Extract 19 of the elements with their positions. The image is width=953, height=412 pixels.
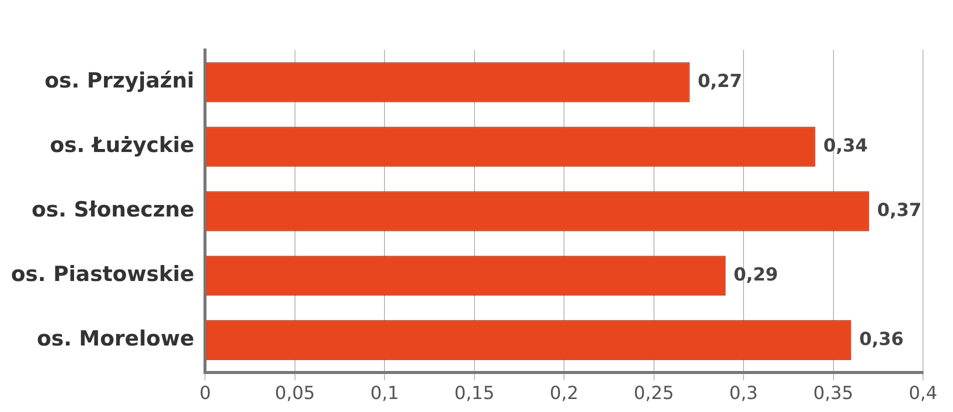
x-tick-label: 0,3 — [729, 382, 758, 404]
x-tick-label: 0,2 — [550, 382, 578, 404]
x-tick-label: 0,1 — [370, 382, 400, 404]
x-tick-label: 0 — [200, 382, 211, 404]
y-tick-label: os. Łużyckie — [50, 133, 194, 158]
data-label: 0,29 — [734, 264, 778, 286]
y-tick-label: os. Morelowe — [36, 326, 194, 351]
data-label: 0,37 — [877, 200, 922, 221]
x-tick-label: 0,05 — [274, 382, 316, 404]
y-tick-label: os. Piastowskie — [11, 262, 194, 286]
y-tick-label: os. Słoneczne — [32, 198, 194, 222]
y-tick-label: os. Przyjaźni — [44, 68, 194, 93]
x-tick-label: 0,15 — [454, 382, 494, 404]
x-tick-label: 0,35 — [813, 382, 854, 404]
data-label: 0,34 — [823, 135, 868, 156]
x-tick-label: 0,4 — [908, 382, 938, 404]
data-label: 0,27 — [698, 70, 742, 92]
data-label: 0,36 — [859, 328, 904, 350]
x-tick-label: 0,25 — [634, 382, 674, 404]
